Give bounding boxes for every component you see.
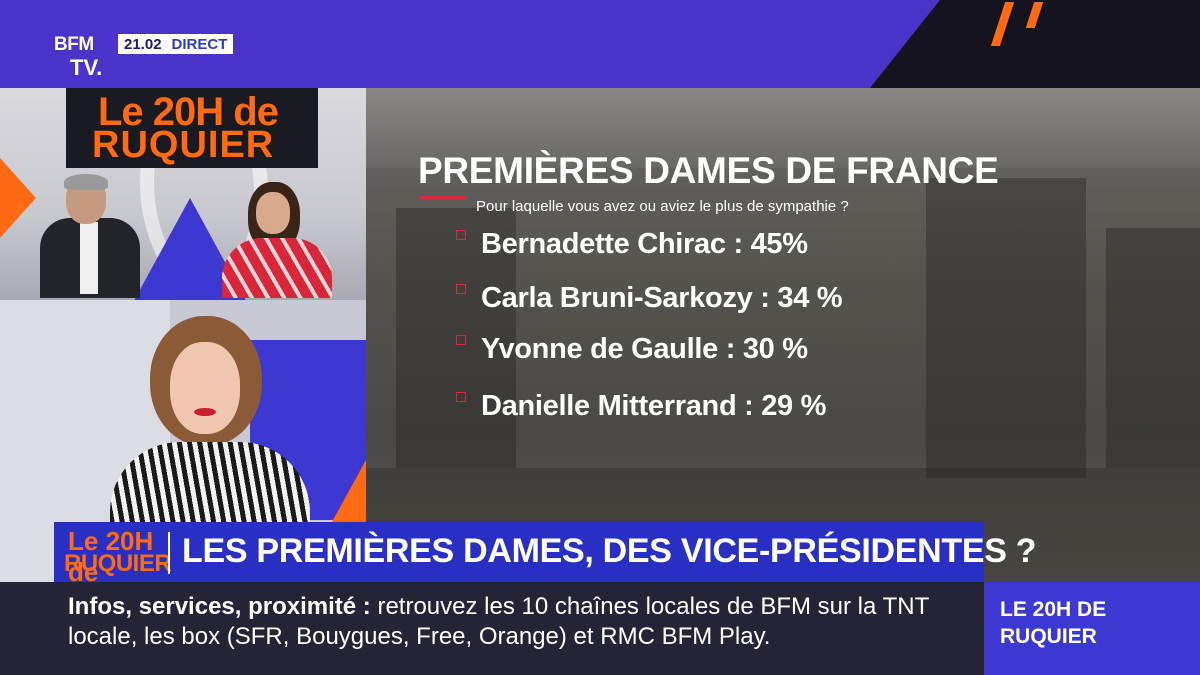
ticker-text: Infos, services, proximité : retrouvez l… <box>68 592 978 652</box>
host-man-figure <box>40 174 140 298</box>
live-label: DIRECT <box>171 35 228 53</box>
show-name-box <box>984 582 1200 675</box>
banner-logo-line2: RUQUIER <box>64 550 172 577</box>
show-logo-line1: Le 20H de <box>98 90 279 134</box>
clock-time: 21.02 <box>124 35 162 53</box>
orange-mark-icon <box>1025 2 1044 28</box>
host-woman-figure <box>222 182 332 298</box>
banner-show-logo: Le 20H de RUQUIER <box>60 524 172 587</box>
poll-item-label: Bernadette Chirac : 45% <box>481 228 808 260</box>
guest-woman-figure <box>110 316 320 582</box>
orange-mark-icon <box>990 2 1015 46</box>
headline-banner <box>54 522 984 582</box>
bullet-icon <box>456 229 466 240</box>
bullet-icon <box>456 283 466 294</box>
bfm-logo-line1: BFM <box>54 34 94 55</box>
poll-item-label: Carla Bruni-Sarkozy : 34 % <box>481 282 843 314</box>
title-underline <box>420 196 466 199</box>
bullet-icon <box>456 334 466 345</box>
bfm-logo-line2: TV. <box>70 55 103 80</box>
poll-item: Danielle Mitterrand : 29 % <box>456 390 826 423</box>
headline-text: LES PREMIÈRES DAMES, DES VICE-PRÉSIDENTE… <box>182 532 1037 570</box>
poll-item-label: Danielle Mitterrand : 29 % <box>481 390 827 422</box>
ticker-lead: Infos, services, proximité : <box>68 593 371 620</box>
poll-graphic-background <box>366 88 1200 582</box>
poll-item: Bernadette Chirac : 45% <box>456 228 808 261</box>
show-logo-line2: RUQUIER <box>92 124 275 166</box>
banner-logo-line1: Le 20H de <box>68 526 154 587</box>
poll-subtitle: Pour laquelle vous avez ou aviez le plus… <box>476 198 849 215</box>
show-name-label: LE 20H DE RUQUIER <box>1000 598 1107 648</box>
banner-separator <box>168 532 170 574</box>
show-logo: Le 20H de RUQUIER <box>66 88 318 168</box>
ticker-body: retrouvez les 10 chaînes locales de BFM … <box>68 593 929 650</box>
poll-item-label: Yvonne de Gaulle : 30 % <box>481 333 808 365</box>
bfmtv-logo: BFM TV. <box>54 34 116 82</box>
poll-item: Yvonne de Gaulle : 30 % <box>456 333 808 366</box>
poll-item: Carla Bruni-Sarkozy : 34 % <box>456 282 843 315</box>
time-live-badge: 21.02 DIRECT <box>118 34 234 54</box>
bullet-icon <box>456 391 466 402</box>
poll-title: PREMIÈRES DAMES DE FRANCE <box>418 150 999 191</box>
